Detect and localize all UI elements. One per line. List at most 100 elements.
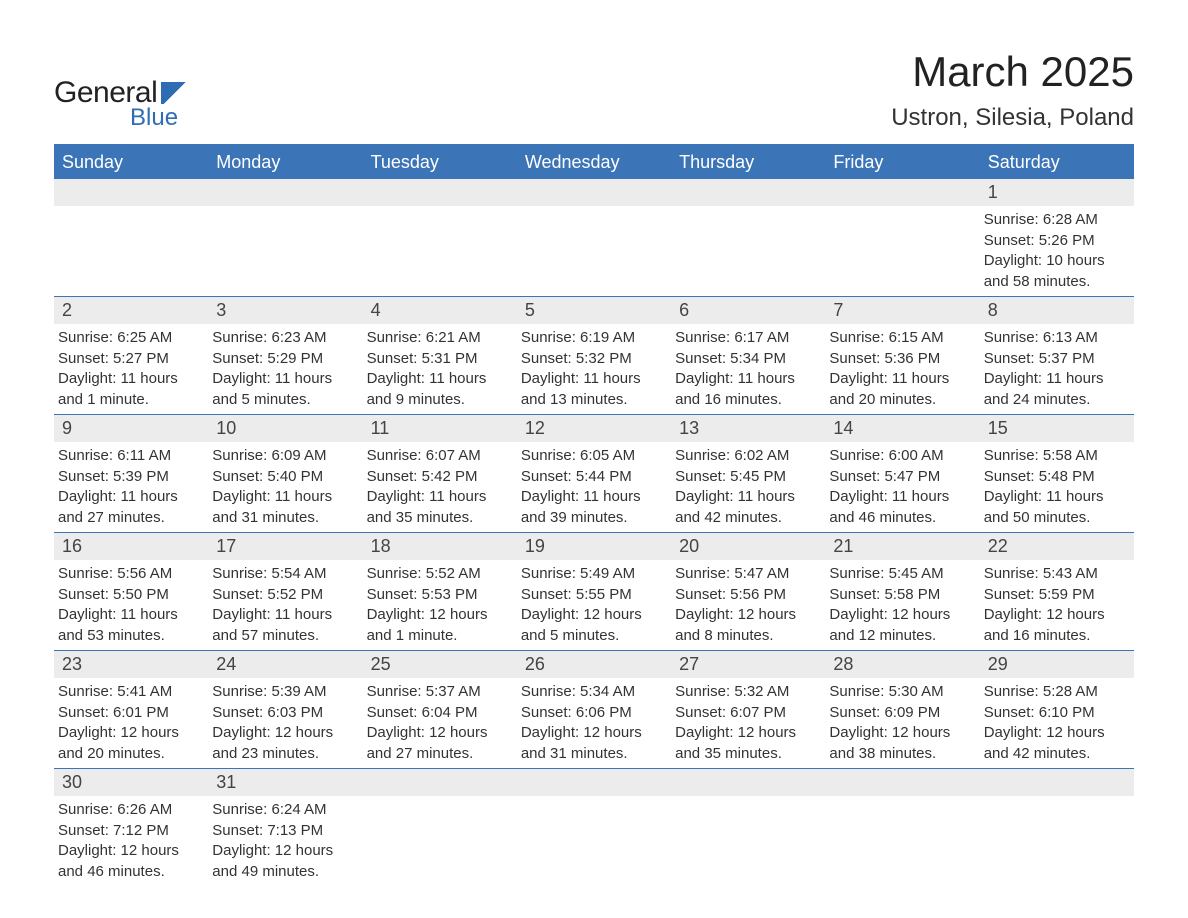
- day-details: Sunrise: 6:17 AMSunset: 5:34 PMDaylight:…: [671, 324, 825, 409]
- day-detail-line: Daylight: 11 hours: [367, 369, 513, 389]
- day-number: 8: [980, 297, 1134, 324]
- day-cell: [825, 179, 979, 296]
- day-cell: 1Sunrise: 6:28 AMSunset: 5:26 PMDaylight…: [980, 179, 1134, 296]
- day-details: Sunrise: 6:05 AMSunset: 5:44 PMDaylight:…: [517, 442, 671, 527]
- day-details: Sunrise: 6:19 AMSunset: 5:32 PMDaylight:…: [517, 324, 671, 409]
- day-detail-line: Sunrise: 6:23 AM: [212, 328, 358, 348]
- day-number: 10: [208, 415, 362, 442]
- day-detail-line: and 24 minutes.: [984, 390, 1130, 410]
- day-cell: [54, 179, 208, 296]
- day-detail-line: and 27 minutes.: [367, 744, 513, 764]
- day-detail-line: and 39 minutes.: [521, 508, 667, 528]
- day-detail-line: Daylight: 12 hours: [829, 605, 975, 625]
- day-number: [54, 179, 208, 206]
- day-detail-line: Sunset: 5:42 PM: [367, 467, 513, 487]
- day-number: 31: [208, 769, 362, 796]
- day-detail-line: and 16 minutes.: [675, 390, 821, 410]
- day-detail-line: Sunrise: 5:47 AM: [675, 564, 821, 584]
- day-details: Sunrise: 5:39 AMSunset: 6:03 PMDaylight:…: [208, 678, 362, 763]
- day-detail-line: and 13 minutes.: [521, 390, 667, 410]
- day-number: 13: [671, 415, 825, 442]
- day-detail-line: Sunrise: 5:41 AM: [58, 682, 204, 702]
- day-cell: [671, 179, 825, 296]
- day-details: Sunrise: 6:21 AMSunset: 5:31 PMDaylight:…: [363, 324, 517, 409]
- day-details: Sunrise: 5:52 AMSunset: 5:53 PMDaylight:…: [363, 560, 517, 645]
- day-cell: 8 Sunrise: 6:13 AMSunset: 5:37 PMDaylight…: [980, 297, 1134, 414]
- day-detail-line: Sunset: 5:36 PM: [829, 349, 975, 369]
- day-of-week-header: Saturday: [980, 146, 1134, 179]
- day-number: 26: [517, 651, 671, 678]
- logo-text-blue: Blue: [130, 104, 189, 132]
- day-detail-line: Daylight: 11 hours: [675, 487, 821, 507]
- day-number: 11: [363, 415, 517, 442]
- day-details: Sunrise: 6:09 AMSunset: 5:40 PMDaylight:…: [208, 442, 362, 527]
- day-detail-line: Sunrise: 6:24 AM: [212, 800, 358, 820]
- day-detail-line: Daylight: 12 hours: [58, 723, 204, 743]
- day-number: 30: [54, 769, 208, 796]
- day-detail-line: and 20 minutes.: [829, 390, 975, 410]
- day-of-week-header: Tuesday: [363, 146, 517, 179]
- day-details: Sunrise: 5:28 AMSunset: 6:10 PMDaylight:…: [980, 678, 1134, 763]
- day-detail-line: and 23 minutes.: [212, 744, 358, 764]
- month-title: March 2025: [891, 48, 1134, 96]
- day-detail-line: Sunrise: 6:13 AM: [984, 328, 1130, 348]
- day-detail-line: Daylight: 12 hours: [58, 841, 204, 861]
- day-detail-line: Daylight: 11 hours: [984, 369, 1130, 389]
- day-detail-line: Sunrise: 6:26 AM: [58, 800, 204, 820]
- day-cell: 12Sunrise: 6:05 AMSunset: 5:44 PMDayligh…: [517, 415, 671, 532]
- day-detail-line: and 50 minutes.: [984, 508, 1130, 528]
- day-detail-line: Sunrise: 6:02 AM: [675, 446, 821, 466]
- day-detail-line: and 57 minutes.: [212, 626, 358, 646]
- day-cell: [517, 769, 671, 886]
- day-detail-line: and 1 minute.: [367, 626, 513, 646]
- day-number: 21: [825, 533, 979, 560]
- day-detail-line: Sunset: 5:34 PM: [675, 349, 821, 369]
- logo: General Blue: [54, 76, 189, 132]
- day-detail-line: Sunrise: 5:52 AM: [367, 564, 513, 584]
- day-details: Sunrise: 5:32 AMSunset: 6:07 PMDaylight:…: [671, 678, 825, 763]
- day-detail-line: Daylight: 11 hours: [212, 369, 358, 389]
- day-detail-line: Daylight: 12 hours: [675, 723, 821, 743]
- day-number: [517, 769, 671, 796]
- day-detail-line: Daylight: 12 hours: [367, 605, 513, 625]
- day-detail-line: Sunset: 5:40 PM: [212, 467, 358, 487]
- day-number: 25: [363, 651, 517, 678]
- day-detail-line: and 5 minutes.: [212, 390, 358, 410]
- day-detail-line: Daylight: 12 hours: [829, 723, 975, 743]
- day-details: Sunrise: 5:45 AMSunset: 5:58 PMDaylight:…: [825, 560, 979, 645]
- week-row: 16Sunrise: 5:56 AMSunset: 5:50 PMDayligh…: [54, 533, 1134, 651]
- day-cell: 19Sunrise: 5:49 AMSunset: 5:55 PMDayligh…: [517, 533, 671, 650]
- day-details: Sunrise: 5:37 AMSunset: 6:04 PMDaylight:…: [363, 678, 517, 763]
- day-detail-line: and 27 minutes.: [58, 508, 204, 528]
- day-cell: 3Sunrise: 6:23 AMSunset: 5:29 PMDaylight…: [208, 297, 362, 414]
- day-detail-line: Sunset: 5:47 PM: [829, 467, 975, 487]
- logo-triangle-icon: [161, 82, 189, 104]
- day-number: 9: [54, 415, 208, 442]
- day-detail-line: Daylight: 12 hours: [984, 723, 1130, 743]
- header-block: General Blue March 2025 Ustron, Silesia,…: [54, 48, 1134, 132]
- day-detail-line: Sunset: 6:03 PM: [212, 703, 358, 723]
- day-number: 24: [208, 651, 362, 678]
- day-detail-line: and 31 minutes.: [212, 508, 358, 528]
- day-of-week-header: Friday: [825, 146, 979, 179]
- day-detail-line: Daylight: 11 hours: [367, 487, 513, 507]
- day-number: 16: [54, 533, 208, 560]
- day-number: 4: [363, 297, 517, 324]
- day-detail-line: Sunset: 5:37 PM: [984, 349, 1130, 369]
- day-detail-line: Sunset: 6:09 PM: [829, 703, 975, 723]
- day-cell: [671, 769, 825, 886]
- day-details: Sunrise: 5:56 AMSunset: 5:50 PMDaylight:…: [54, 560, 208, 645]
- day-number: [517, 179, 671, 206]
- day-number: 15: [980, 415, 1134, 442]
- day-of-week-header: Thursday: [671, 146, 825, 179]
- day-details: Sunrise: 6:26 AMSunset: 7:12 PMDaylight:…: [54, 796, 208, 881]
- day-cell: [208, 179, 362, 296]
- day-detail-line: and 38 minutes.: [829, 744, 975, 764]
- day-detail-line: Sunset: 5:52 PM: [212, 585, 358, 605]
- day-number: 7: [825, 297, 979, 324]
- day-cell: [517, 179, 671, 296]
- day-detail-line: Sunrise: 5:43 AM: [984, 564, 1130, 584]
- day-number: 23: [54, 651, 208, 678]
- day-detail-line: Sunrise: 5:54 AM: [212, 564, 358, 584]
- week-row: 23Sunrise: 5:41 AMSunset: 6:01 PMDayligh…: [54, 651, 1134, 769]
